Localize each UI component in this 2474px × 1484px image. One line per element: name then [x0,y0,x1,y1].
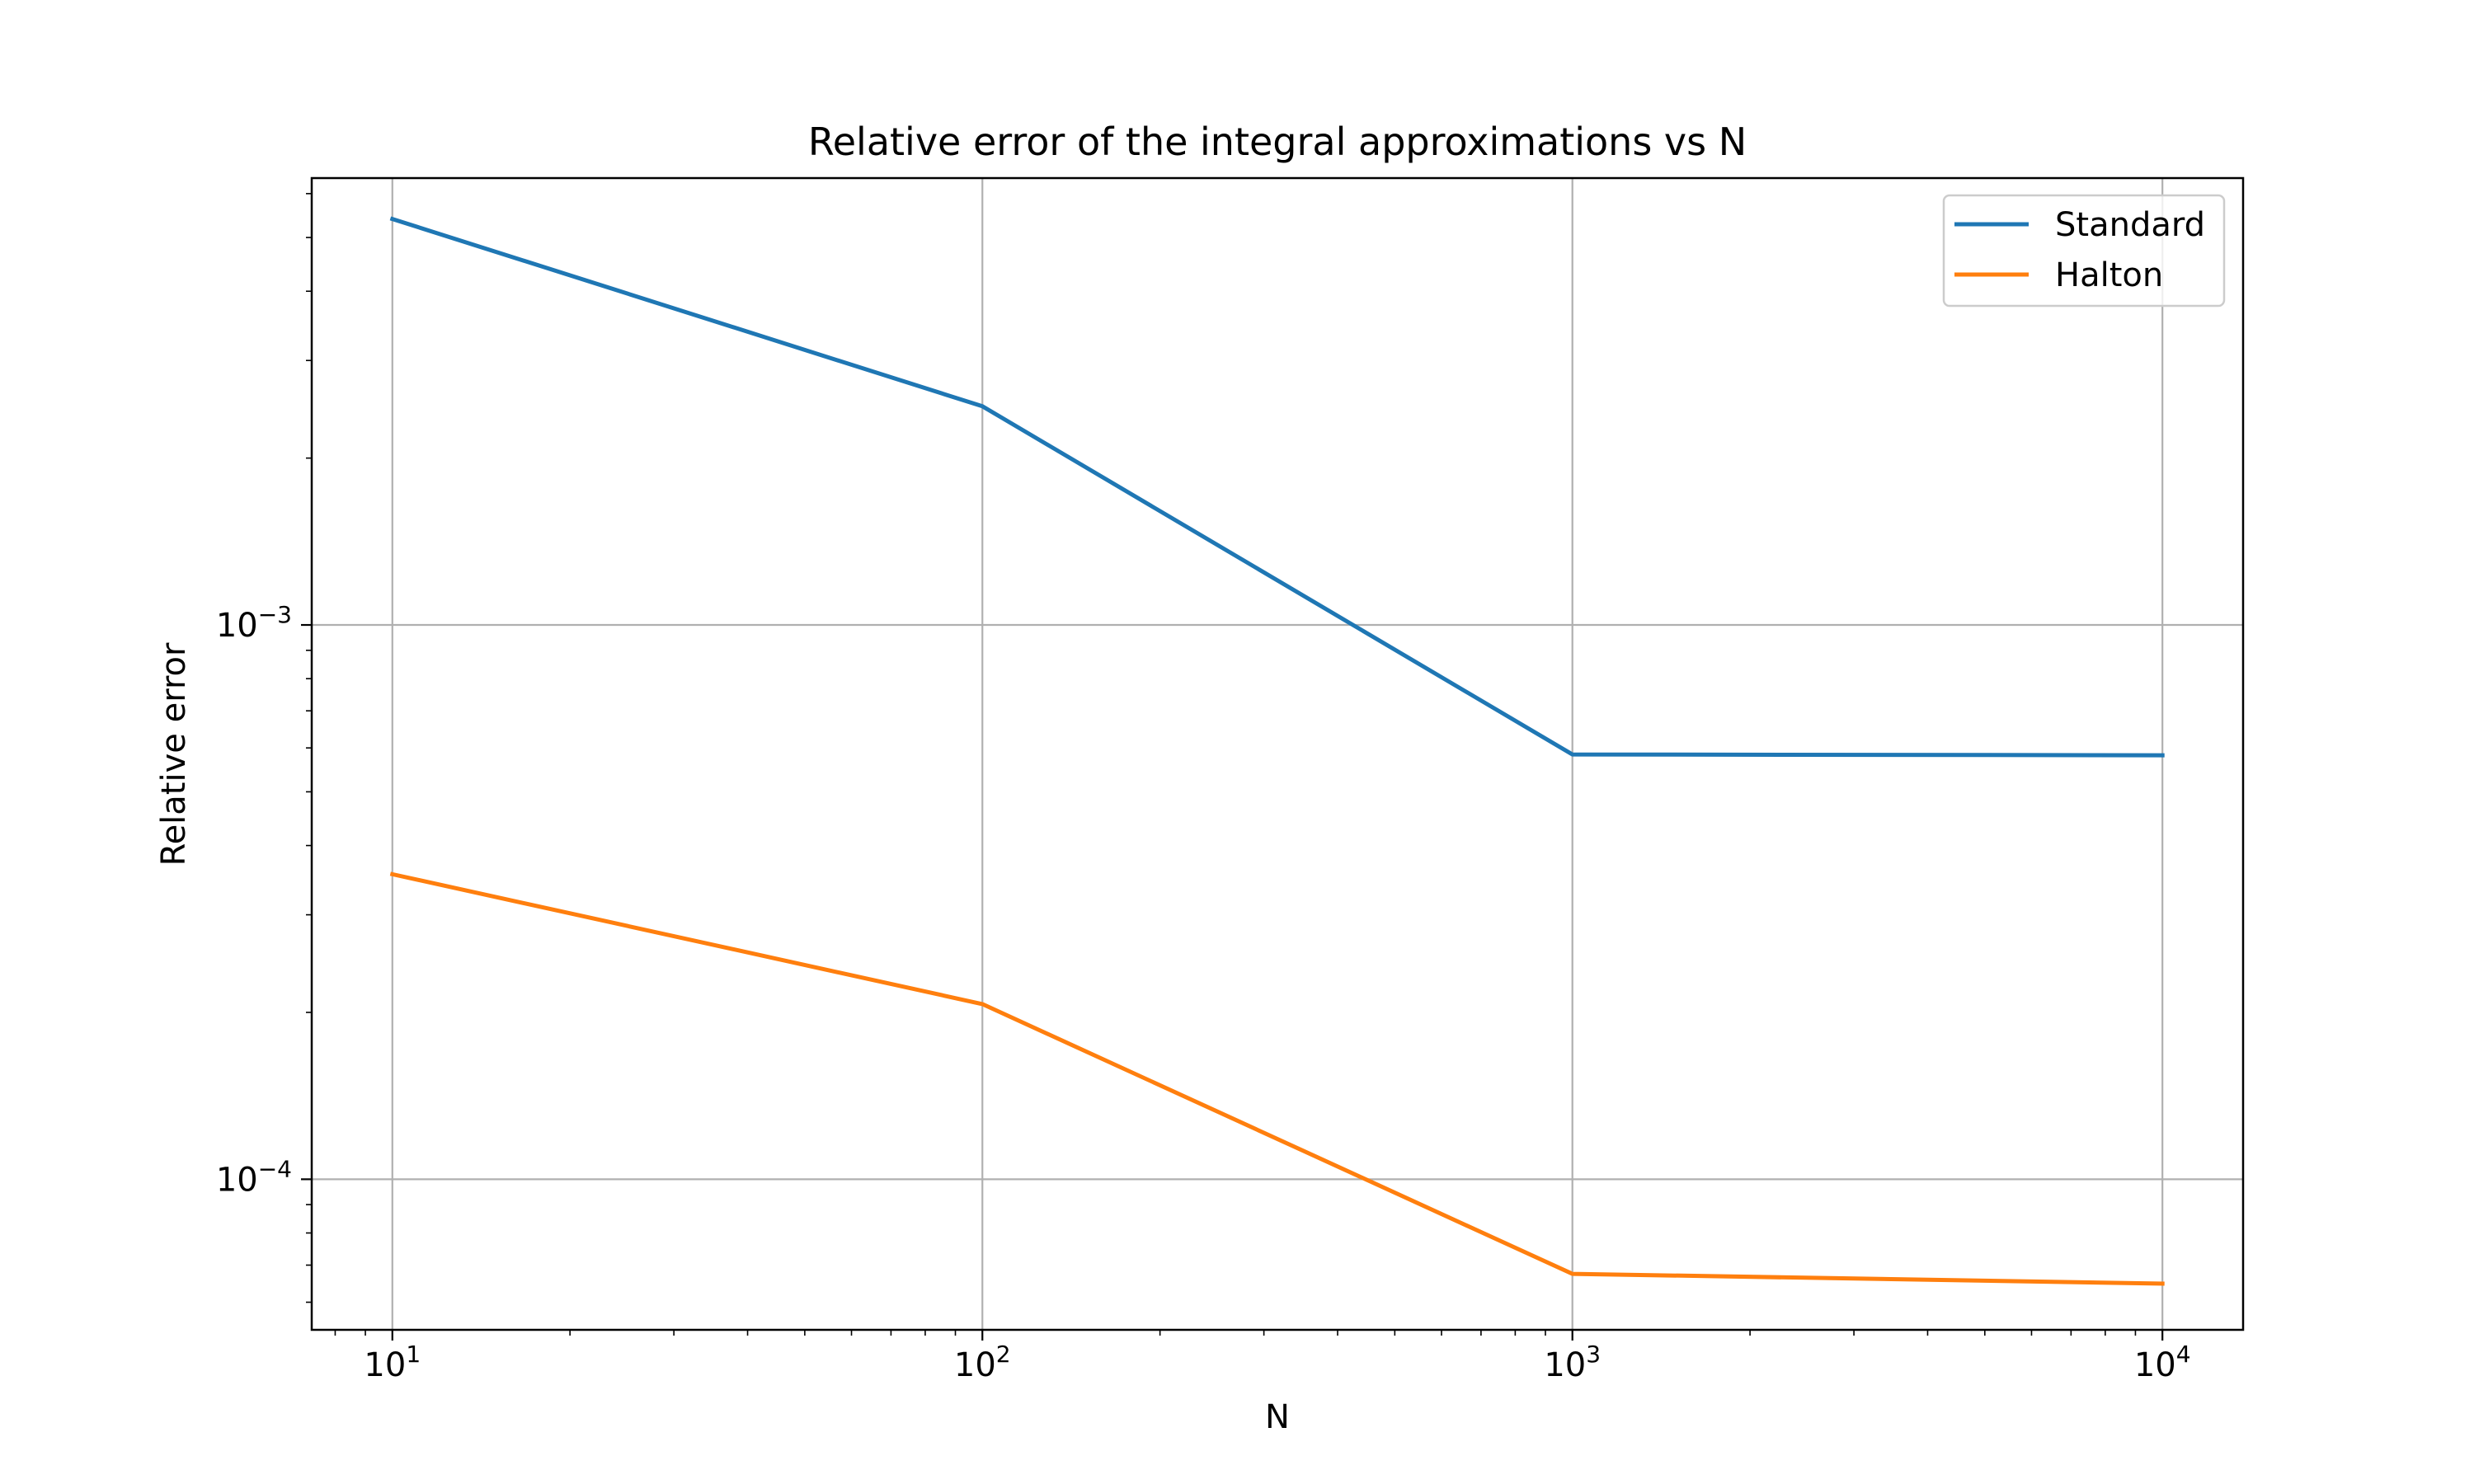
series-line-standard [389,216,2165,758]
y-tick-label: 10−3 [216,601,292,645]
legend: Standard Halton [1942,194,2226,308]
plot-frame [310,176,2245,1331]
major-ticks [301,623,2164,1341]
series-line-halton [389,871,2165,1286]
legend-label-halton: Halton [2055,256,2163,294]
x-tick-label: 104 [2134,1341,2191,1384]
x-tick-label: 103 [1544,1341,1601,1384]
y-tick-label: 10−4 [216,1155,292,1199]
y-axis-label: Relative error [155,642,193,866]
tick-labels: 101 102 103 104 10−3 10−4 [216,601,2191,1384]
legend-label-standard: Standard [2055,206,2205,244]
x-tick-label: 102 [954,1341,1011,1384]
x-axis-label: N [1265,1398,1290,1436]
minor-ticks [306,193,2137,1336]
series-lines [389,216,2165,1286]
chart-title: Relative error of the integral approxima… [808,120,1747,164]
x-tick-label: 101 [364,1341,421,1384]
